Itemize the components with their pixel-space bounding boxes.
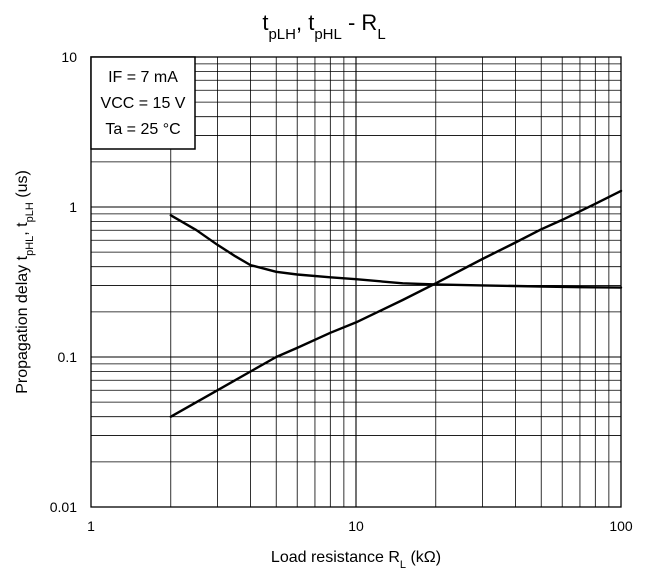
x-axis-label-text-part: Load resistance R <box>271 549 400 566</box>
chart-title-text: tpLH, tpHL - RL <box>262 10 385 43</box>
y-axis-label-text-subscript: pHL <box>24 236 36 256</box>
grid <box>91 57 621 507</box>
chart-title: tpLH, tpHL - RL <box>262 10 385 43</box>
chart-title-text-subscript: pLH <box>268 26 296 43</box>
y-axis-label-text-subscript: pLH <box>24 202 36 222</box>
y-axis-label-text-part: (us) <box>14 170 31 202</box>
chart-title-text-part: t <box>262 10 268 35</box>
tick-labels: 1 10 100 0.01 0.1 1 10 <box>50 49 633 534</box>
x-axis-label-text-subscript: L <box>400 559 406 571</box>
plot-frame <box>90 56 622 508</box>
series-line-2 <box>169 189 623 418</box>
x-axis-label-text: Load resistance RL (kΩ) <box>271 549 441 571</box>
y-tick-label: 10 <box>61 49 77 65</box>
conditions-box <box>90 56 196 150</box>
y-tick-label: 0.01 <box>50 499 77 515</box>
chart-title-text-subscript: pHL <box>314 26 342 43</box>
x-tick-label: 100 <box>609 518 633 534</box>
conditions-line: Ta = 25 °C <box>105 121 180 138</box>
chart-title-text-subscript: L <box>377 26 385 43</box>
chart-title-text-part: - R <box>342 10 377 35</box>
y-axis-label-text-part: , t <box>14 222 31 236</box>
y-tick-label: 1 <box>69 199 77 215</box>
y-axis-label-text: Propagation delay tpHL, tpLH (us) <box>14 170 36 394</box>
chart-title-text-part: , t <box>296 10 314 35</box>
series-layer <box>169 189 623 418</box>
x-axis-label-text-part: (kΩ) <box>406 549 441 566</box>
x-axis-label: Load resistance RL (kΩ) <box>271 549 441 571</box>
conditions-annotation: IF = 7 mA VCC = 15 V Ta = 25 °C <box>90 56 196 150</box>
x-tick-label: 10 <box>348 518 364 534</box>
conditions-line: IF = 7 mA <box>108 69 178 86</box>
series-line-1 <box>169 214 623 289</box>
y-axis-label-text-part: Propagation delay t <box>14 255 31 393</box>
y-tick-label: 0.1 <box>58 349 78 365</box>
conditions-line: VCC = 15 V <box>101 95 186 112</box>
y-axis-label: Propagation delay tpHL, tpLH (us) <box>14 170 36 394</box>
x-tick-label: 1 <box>87 518 95 534</box>
